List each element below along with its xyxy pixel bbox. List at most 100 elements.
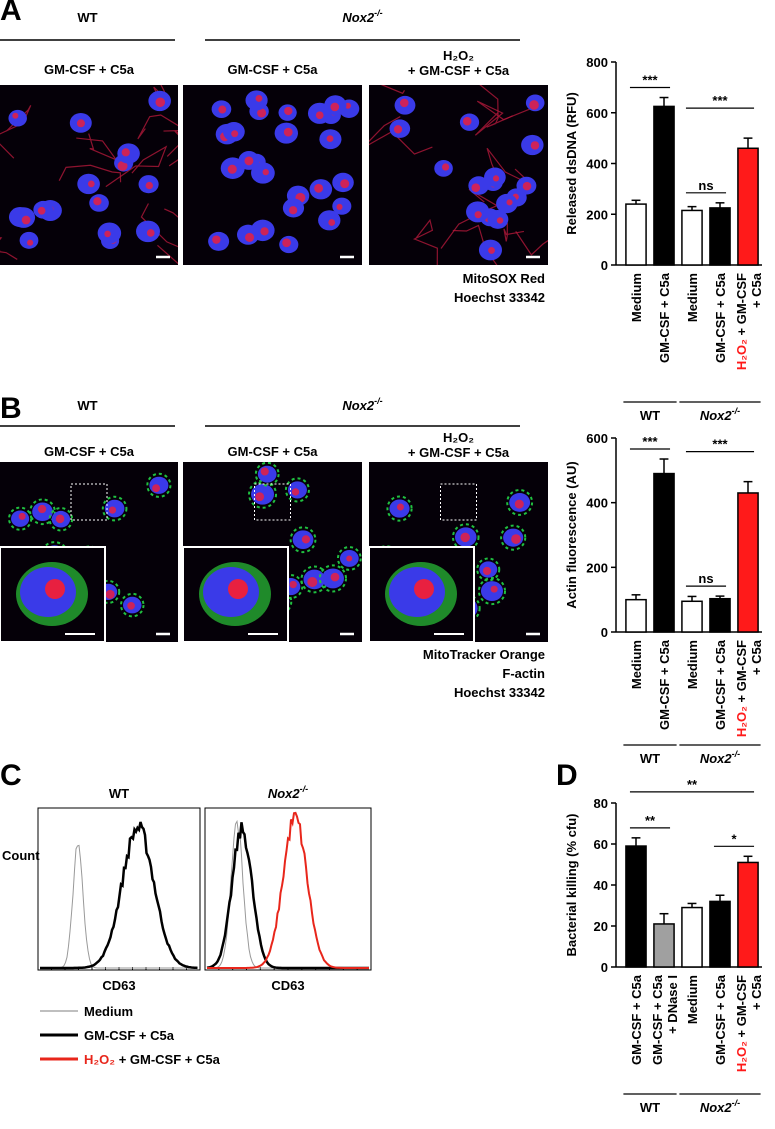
image-title: + GM-CSF + C5a <box>408 445 510 460</box>
group-name: WT <box>109 786 129 801</box>
micrograph <box>0 85 178 265</box>
mito-signal <box>330 102 340 112</box>
mito-signal <box>482 566 492 576</box>
bar <box>653 923 675 968</box>
y-axis-label: Bacterial killing (% cfu) <box>564 813 579 956</box>
x-tick-label-part: + C5a <box>749 639 764 678</box>
x-tick-label: GM-CSF + C5a <box>657 272 672 363</box>
net-fibre <box>140 203 178 265</box>
cell-rim <box>500 524 527 551</box>
group-name: WT <box>640 1100 660 1115</box>
mito-signal <box>441 163 450 171</box>
net-fibre <box>479 85 513 128</box>
x-tick-label-part: H₂O₂ <box>734 1041 749 1072</box>
mito-signal <box>514 499 524 509</box>
group-superscript: -/- <box>374 8 383 18</box>
group-label: Nox2-/- <box>342 8 382 25</box>
mito-signal <box>146 229 155 237</box>
x-tick-label: H₂O₂ + GM-CSF + C5a <box>734 272 764 370</box>
bar <box>709 900 731 968</box>
inset-mito <box>228 579 248 599</box>
histogram-curve <box>207 811 369 969</box>
nucleus <box>149 476 169 494</box>
legend-label: GM-CSF + C5a <box>84 1028 175 1043</box>
micrograph <box>369 85 548 265</box>
bar <box>653 472 675 633</box>
cell-rim <box>8 506 33 531</box>
mito-signal <box>104 230 111 238</box>
group-name: Nox2 <box>342 398 375 413</box>
mito-signal <box>76 119 85 128</box>
mito-signal <box>27 239 34 246</box>
significance-label: ns <box>698 571 713 586</box>
group-label: Nox2-/- <box>700 406 740 423</box>
mito-signal <box>12 112 19 119</box>
histogram-curve <box>40 821 198 970</box>
mito-signal <box>244 232 255 242</box>
nucleus <box>8 109 27 127</box>
mito-signal <box>396 503 404 511</box>
mito-signal <box>496 217 504 224</box>
net-fibre <box>452 224 498 265</box>
cell-rim <box>29 498 56 526</box>
x-axis-label: CD63 <box>102 978 135 993</box>
cell-rim <box>48 507 74 532</box>
significance-label: *** <box>642 73 658 88</box>
cell-rim <box>96 579 121 604</box>
mito-signal <box>257 108 267 118</box>
x-tick-label-part: + GM-CSF <box>734 273 749 339</box>
x-tick-label-part: + C5a <box>749 974 764 1013</box>
group-label: Nox2-/- <box>268 784 308 801</box>
micrograph-content <box>369 462 548 642</box>
image-title: GM-CSF + C5a <box>44 62 135 77</box>
bar <box>625 203 647 266</box>
mito-signal <box>340 179 350 189</box>
group-label: WT <box>640 1100 660 1115</box>
image-title: GM-CSF + C5a <box>228 62 319 77</box>
histogram-curve <box>40 844 198 969</box>
legend-label: H₂O₂ + GM-CSF + C5a <box>84 1052 221 1067</box>
mito-signal <box>121 148 130 157</box>
cell-rim <box>506 489 534 516</box>
cell-rim <box>254 462 280 487</box>
panel-letter: A <box>0 0 22 27</box>
legend-text: Medium <box>84 1004 133 1019</box>
x-tick-label: H₂O₂ + GM-CSF + C5a <box>734 639 764 737</box>
group-name: WT <box>640 408 660 423</box>
x-tick-label: GM-CSF + C5a <box>713 974 728 1065</box>
y-axis-label: Count <box>2 848 40 863</box>
mito-signal <box>37 504 47 514</box>
y-tick-label: 0 <box>601 960 608 975</box>
group-label: WT <box>640 408 660 423</box>
mito-signal <box>93 197 102 206</box>
mito-signal <box>260 227 269 236</box>
cell-rim <box>146 472 172 498</box>
mito-signal <box>462 116 472 126</box>
x-tick-label-part: + C5a <box>749 272 764 311</box>
mito-signal <box>529 100 539 110</box>
net-fibre <box>369 116 433 155</box>
roi-box <box>254 483 291 521</box>
stain-legend: Hoechst 33342 <box>454 290 545 305</box>
stain-legend: MitoTracker Orange <box>423 647 545 662</box>
y-tick-label: 40 <box>594 878 608 893</box>
x-tick-label: Medium <box>629 273 644 322</box>
mito-signal <box>490 585 498 593</box>
x-tick-label-part: GM-CSF + C5a <box>650 974 665 1065</box>
group-name: Nox2 <box>700 751 733 766</box>
net-fibre <box>413 218 438 265</box>
group-label: WT <box>77 398 97 413</box>
mito-signal <box>511 534 521 544</box>
group-name: Nox2 <box>700 1100 733 1115</box>
y-tick-label: 20 <box>594 919 608 934</box>
cell-rim <box>476 557 501 582</box>
mito-signal <box>326 135 334 142</box>
mito-signal <box>117 160 128 171</box>
net-fibre <box>105 145 168 188</box>
micrograph-content <box>183 462 362 642</box>
cell-rim <box>248 479 278 509</box>
bar <box>681 209 703 266</box>
x-tick-label: Medium <box>629 640 644 689</box>
x-tick-label-part: H₂O₂ <box>734 706 749 737</box>
inset-mito <box>414 579 434 599</box>
